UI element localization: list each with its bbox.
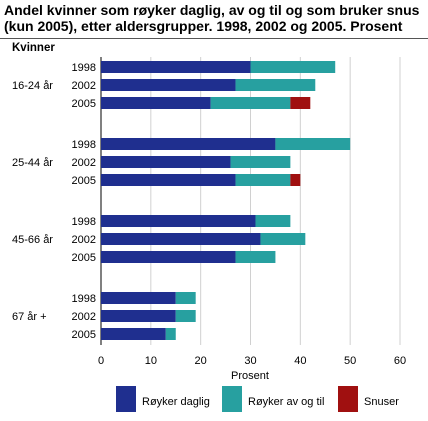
year-label: 2005: [72, 329, 96, 341]
bar-segment: [101, 79, 236, 91]
year-label: 2005: [72, 252, 96, 264]
section-label: Kvinner: [12, 42, 55, 54]
year-label: 2002: [72, 311, 96, 323]
x-axis-label: Prosent: [231, 370, 269, 382]
chart-title: Andel kvinner som røyker daglig, av og t…: [4, 2, 420, 34]
x-tick-label: 60: [394, 355, 406, 367]
bar-segment: [101, 251, 236, 263]
legend-swatch: [222, 386, 242, 412]
x-axis: 0 10 20 30 40 50 60: [98, 355, 406, 367]
year-label: 1998: [72, 139, 96, 151]
year-label: 2005: [72, 175, 96, 187]
legend-label: Røyker av og til: [248, 396, 324, 408]
bar-segment: [255, 215, 291, 227]
age-group-label: 16-24 år: [12, 80, 53, 92]
bar-segment: [101, 328, 166, 340]
bar-segment: [235, 251, 276, 263]
year-label: 1998: [72, 293, 96, 305]
year-label: 1998: [72, 62, 96, 74]
title-divider: [0, 38, 428, 39]
x-tick-label: 50: [344, 355, 356, 367]
bar-segment: [235, 174, 291, 186]
bar-segment: [101, 174, 236, 186]
bar-segment: [101, 61, 251, 73]
bar-segment: [230, 156, 291, 168]
x-tick-label: 30: [244, 355, 256, 367]
bar-segment: [290, 97, 311, 109]
x-tick-label: 40: [294, 355, 306, 367]
bar-segment: [165, 328, 176, 340]
age-group-label: 25-44 år: [12, 157, 53, 169]
age-group-label: 45-66 år: [12, 234, 53, 246]
bar-segment: [101, 233, 261, 245]
year-label: 1998: [72, 216, 96, 228]
bar-segment: [101, 310, 176, 322]
legend-label: Røyker daglig: [142, 396, 210, 408]
bar-segment: [250, 61, 336, 73]
bar-segment: [101, 97, 211, 109]
bars: [101, 61, 351, 340]
bar-segment: [260, 233, 306, 245]
bar-segment: [210, 97, 291, 109]
x-tick-label: 20: [195, 355, 207, 367]
bar-segment: [290, 174, 301, 186]
legend: Røyker daglig Røyker av og til Snuser: [116, 386, 399, 412]
bar-segment: [101, 156, 231, 168]
bar-segment: [101, 292, 176, 304]
bar-segment: [235, 79, 316, 91]
x-tick-label: 0: [98, 355, 104, 367]
y-axis-labels: 1998 2002 2005 16-24 år 1998 2002 2005 25-44 år…: [12, 62, 96, 341]
bar-segment: [175, 292, 196, 304]
bar-segment: [101, 215, 256, 227]
legend-swatch: [338, 386, 358, 412]
age-group-label: 67 år +: [12, 311, 47, 323]
legend-swatch: [116, 386, 136, 412]
legend-label: Snuser: [364, 396, 399, 408]
year-label: 2002: [72, 157, 96, 169]
bar-segment: [175, 310, 196, 322]
year-label: 2005: [72, 98, 96, 110]
year-label: 2002: [72, 234, 96, 246]
year-label: 2002: [72, 80, 96, 92]
bar-segment: [101, 138, 276, 150]
bar-segment: [275, 138, 351, 150]
x-tick-label: 10: [145, 355, 157, 367]
